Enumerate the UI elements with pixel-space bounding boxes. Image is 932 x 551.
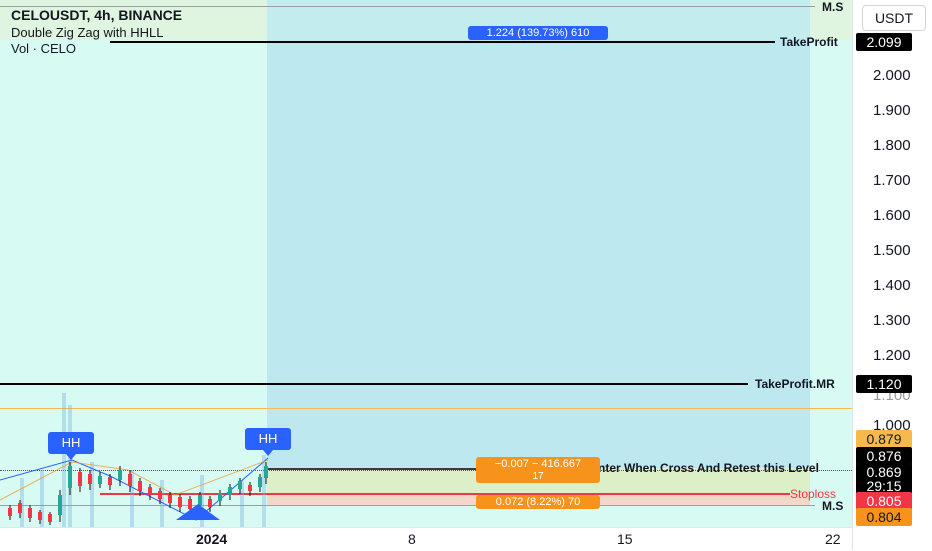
indicator-name[interactable]: Double Zig Zag with HHLL [11,25,164,40]
ms-top-label: M.S [822,0,844,14]
time-label-8: 8 [408,531,416,547]
take-profit-line[interactable] [110,41,775,43]
take-profit-mr-label: TakeProfit.MR [755,377,835,391]
volume-bars [20,393,266,527]
orange-level-line [0,408,852,409]
ms-top-line [0,6,815,7]
ll-marker [176,504,220,520]
time-label-22: 22 [825,531,841,547]
candles [8,462,268,525]
tick-1800: 1.800 [873,137,911,154]
target-measure-pill[interactable]: 1.224 (139.73%) 610 [468,26,608,40]
ms-price-tag: 0.804 [856,508,912,526]
tick-1900: 1.900 [873,102,911,119]
enter-level-line[interactable] [267,468,477,470]
price-candles[interactable] [0,0,852,527]
price-tag-0876: 0.876 [856,447,912,465]
take-profit-price-tag: 2.099 [856,33,912,51]
tick-1500: 1.500 [873,242,911,259]
time-label-15: 15 [617,531,633,547]
hh-marker-2[interactable]: HH [245,428,291,456]
hh-marker-1[interactable]: HH [48,432,94,460]
take-profit-mr-price-tag: 1.120 [856,375,912,393]
ms-bottom-line [0,505,815,506]
stoploss-price-tag: 0.805 [856,492,912,510]
time-label-2024: 2024 [196,531,228,547]
currency-button[interactable]: USDT [862,5,926,31]
take-profit-label: TakeProfit [780,35,838,49]
tick-2000: 2.000 [873,67,911,84]
last-price-tag: 0.869 [856,463,912,481]
dotted-price-line [0,470,852,471]
bar-countdown: 29:15 [856,477,912,495]
stop-measure-pill[interactable]: 0.072 (8.22%) 70 [476,495,600,509]
ms-bottom-label: M.S [822,499,844,513]
zigzag-line-2 [0,459,269,501]
price-tag-0879: 0.879 [856,430,912,448]
take-profit-mr-line[interactable] [0,383,748,385]
long-position-target-zone [267,0,810,468]
entry-measure-pill[interactable]: −0.007 − 416.667 17 [476,457,600,483]
tick-1700: 1.700 [873,172,911,189]
stoploss-label: Stoploss [790,487,837,501]
tick-1200: 1.200 [873,347,911,364]
time-axis[interactable]: 2024 8 15 22 [0,527,852,551]
tick-1400: 1.400 [873,277,911,294]
entry-measure-value: −0.007 − 416.667 [494,458,582,470]
stoploss-line[interactable] [100,493,790,495]
enter-level-label: Enter When Cross And Retest this Level [590,461,819,475]
tick-1600: 1.600 [873,207,911,224]
chart-pane[interactable]: CELOUSDT, 4h, BINANCE Double Zig Zag wit… [0,0,852,527]
symbol-title[interactable]: CELOUSDT, 4h, BINANCE [11,7,183,23]
tick-1000: 1.000 [873,417,911,434]
entry-measure-sub: 17 [532,471,544,482]
volume-indicator-name[interactable]: Vol · CELO [11,41,77,56]
tick-1300: 1.300 [873,312,911,329]
